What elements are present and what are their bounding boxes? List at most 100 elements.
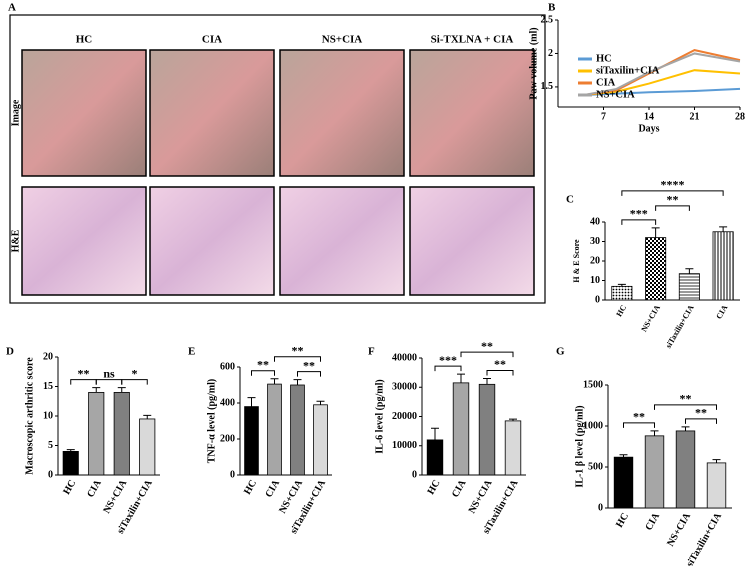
series-line bbox=[583, 87, 741, 96]
series-line bbox=[583, 52, 741, 96]
significance-bracket bbox=[251, 370, 275, 376]
error-bar bbox=[457, 373, 465, 383]
legend-label: siTaxilin+CIA bbox=[596, 65, 660, 76]
y-axis-label: H & E Score bbox=[572, 239, 581, 283]
bar bbox=[139, 418, 156, 476]
significance-label: ** bbox=[78, 366, 90, 380]
x-tick-label: 14 bbox=[644, 111, 654, 122]
significance-bracket bbox=[486, 369, 514, 376]
error-bar bbox=[143, 414, 152, 419]
x-tick-label: siTaxilin+CIA bbox=[664, 303, 696, 350]
significance-bracket bbox=[460, 351, 514, 358]
error-bar bbox=[509, 418, 517, 421]
histology bbox=[149, 186, 275, 296]
photo bbox=[149, 49, 275, 177]
panel-label: E bbox=[188, 346, 195, 358]
x-tick-label: HC bbox=[242, 478, 259, 496]
x-tick-label: 28 bbox=[735, 111, 745, 122]
significance-bracket bbox=[621, 219, 657, 225]
bar bbox=[613, 456, 634, 509]
y-tick-label: 1000 bbox=[583, 420, 603, 431]
x-tick-label: HC bbox=[614, 511, 631, 529]
error-bar bbox=[617, 283, 626, 287]
y-tick-label: 20 bbox=[43, 351, 53, 362]
column-label: NS+CIA bbox=[322, 34, 363, 46]
y-tick-label: 600 bbox=[220, 361, 235, 372]
significance-bracket bbox=[655, 205, 690, 211]
x-tick-label: HC bbox=[61, 478, 78, 496]
significance-bracket bbox=[274, 356, 321, 362]
histology bbox=[21, 186, 147, 296]
error-bar bbox=[117, 387, 126, 393]
y-tick-label: 10 bbox=[43, 410, 53, 421]
panel-label: B bbox=[548, 2, 556, 14]
x-tick-label: HC bbox=[426, 478, 443, 496]
y-tick-label: 10000 bbox=[392, 440, 417, 451]
significance-bracket bbox=[623, 422, 655, 428]
y-tick-label: 40000 bbox=[392, 352, 417, 363]
y-tick-label: 0 bbox=[598, 502, 603, 513]
panel-label: C bbox=[566, 194, 574, 206]
y-tick-label: 0 bbox=[595, 294, 600, 305]
significance-bracket bbox=[685, 418, 717, 424]
column-label: HC bbox=[76, 34, 93, 46]
error-bar bbox=[247, 397, 256, 407]
error-bar bbox=[270, 378, 279, 385]
error-bar bbox=[719, 226, 728, 232]
bar bbox=[644, 435, 665, 509]
panel-label: F bbox=[368, 346, 375, 358]
error-bar bbox=[619, 454, 628, 458]
y-axis-label: IL-1 β level (pg/ml) bbox=[574, 405, 585, 487]
y-axis-label: TNF-α level (pg/ml) bbox=[206, 379, 217, 463]
legend-label: CIA bbox=[596, 77, 616, 88]
significance-label: ** bbox=[633, 410, 645, 424]
significance-bracket bbox=[297, 371, 321, 377]
bar bbox=[290, 384, 305, 476]
significance-label: *** bbox=[439, 353, 457, 367]
row-label: Image bbox=[10, 99, 21, 126]
bar bbox=[645, 237, 667, 301]
error-bar bbox=[681, 426, 690, 431]
legend-label: NS+CIA bbox=[596, 89, 635, 100]
chart: C 0 10 20 30 40 H & E Score HC NS+CIA siTaxilin+C… bbox=[566, 178, 740, 350]
bar bbox=[706, 462, 727, 509]
significance-label: ns bbox=[103, 366, 115, 380]
y-tick-label: 20000 bbox=[392, 411, 417, 422]
chart: B 1.5 2 2.5 7 14 21 28 Days Paw volume (ml) HCsiTa… bbox=[528, 2, 745, 135]
chart: D 0 5 10 15 20 Macroscopic arthritic score HC CI… bbox=[6, 346, 160, 536]
bar bbox=[478, 383, 496, 476]
y-tick-label: 400 bbox=[220, 397, 235, 408]
histology bbox=[409, 186, 535, 296]
x-tick-label: CIA bbox=[85, 477, 104, 499]
significance-label: *** bbox=[630, 207, 648, 221]
error-bar bbox=[316, 400, 325, 405]
significance-label: **** bbox=[661, 178, 685, 192]
x-axis-label: Days bbox=[638, 123, 659, 134]
bar bbox=[88, 391, 105, 476]
chart: G 0 500 1000 1500 IL-1 β level (pg/ml) HC CIA NS… bbox=[556, 346, 732, 566]
bar bbox=[611, 285, 633, 301]
x-tick-label: CIA bbox=[643, 510, 662, 532]
row-label: H&E bbox=[10, 229, 21, 252]
bar bbox=[675, 430, 696, 509]
bar bbox=[712, 231, 734, 301]
legend-label: HC bbox=[596, 53, 612, 64]
significance-label: ** bbox=[667, 193, 679, 207]
bar bbox=[452, 382, 470, 476]
significance-label: ** bbox=[257, 357, 269, 371]
significance-bracket bbox=[654, 404, 717, 410]
significance-bracket bbox=[621, 190, 724, 196]
error-bar bbox=[431, 427, 439, 440]
panel-label: A bbox=[8, 2, 16, 14]
significance-label: ** bbox=[481, 339, 493, 353]
histology bbox=[279, 186, 405, 296]
column-label: Si-TXLNA + CIA bbox=[431, 34, 514, 46]
x-tick-label: HC bbox=[614, 303, 628, 318]
y-tick-label: 0 bbox=[412, 469, 417, 480]
x-tick-label: NS+CIA bbox=[639, 303, 662, 333]
y-tick-label: 0 bbox=[230, 469, 235, 480]
bar bbox=[62, 450, 79, 476]
x-tick-label: NS+CIA bbox=[665, 510, 693, 548]
y-tick-label: 5 bbox=[48, 440, 53, 451]
